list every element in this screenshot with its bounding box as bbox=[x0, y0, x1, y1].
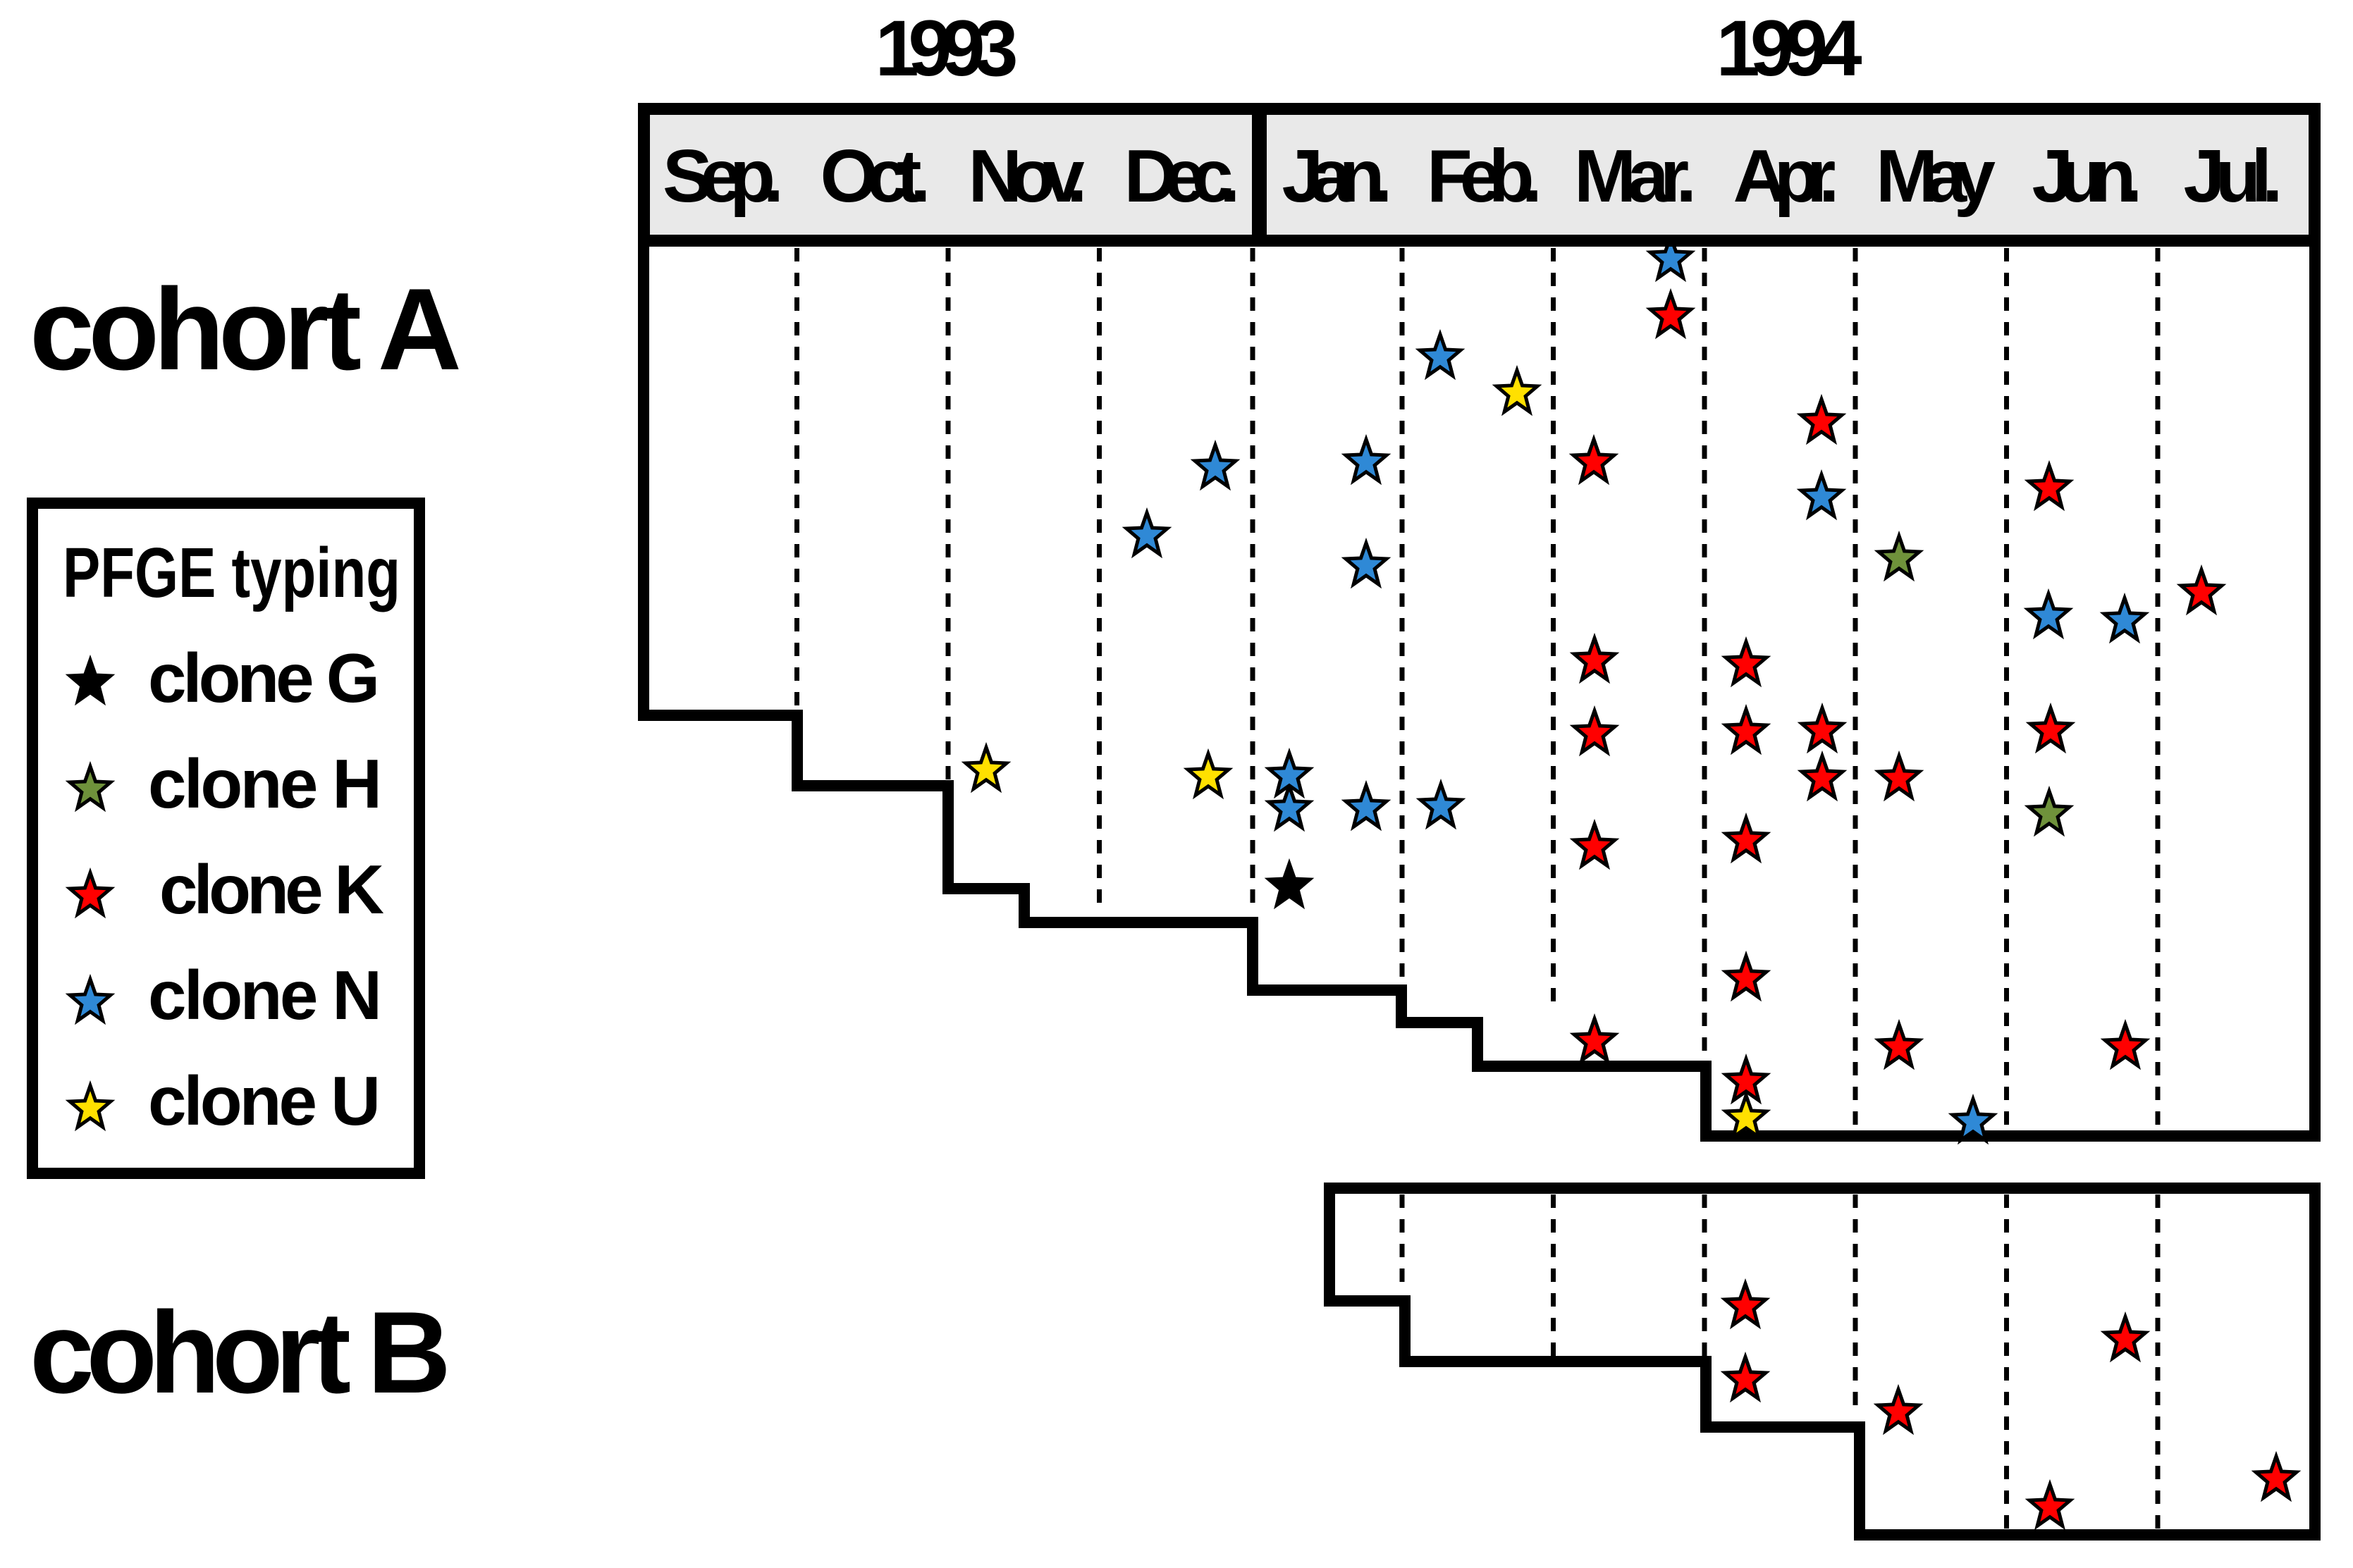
svg-text:cohort A: cohort A bbox=[30, 264, 462, 394]
svg-text:clone U: clone U bbox=[148, 1062, 381, 1140]
svg-text:cohort B: cohort B bbox=[30, 1288, 451, 1417]
svg-text:Jun.: Jun. bbox=[2032, 135, 2143, 218]
svg-text:Sep.: Sep. bbox=[663, 135, 784, 218]
svg-text:Oct.: Oct. bbox=[821, 135, 931, 218]
svg-text:clone N: clone N bbox=[148, 956, 382, 1034]
svg-text:Jan.: Jan. bbox=[1282, 135, 1393, 218]
svg-text:Dec.: Dec. bbox=[1124, 135, 1241, 218]
svg-text:clone G: clone G bbox=[148, 639, 380, 717]
svg-text:1994: 1994 bbox=[1716, 4, 1862, 92]
svg-text:Nov.: Nov. bbox=[969, 135, 1088, 218]
svg-text:May: May bbox=[1876, 135, 1996, 218]
svg-text:PFGE typing: PFGE typing bbox=[63, 533, 400, 612]
svg-text:Jul.: Jul. bbox=[2184, 135, 2283, 218]
svg-text:clone K: clone K bbox=[159, 851, 384, 928]
svg-text:Apr.: Apr. bbox=[1733, 135, 1840, 218]
svg-text:Mar.: Mar. bbox=[1574, 135, 1697, 218]
svg-text:clone H: clone H bbox=[148, 745, 382, 822]
svg-text:1993: 1993 bbox=[876, 4, 1019, 92]
svg-text:Feb.: Feb. bbox=[1427, 135, 1542, 218]
